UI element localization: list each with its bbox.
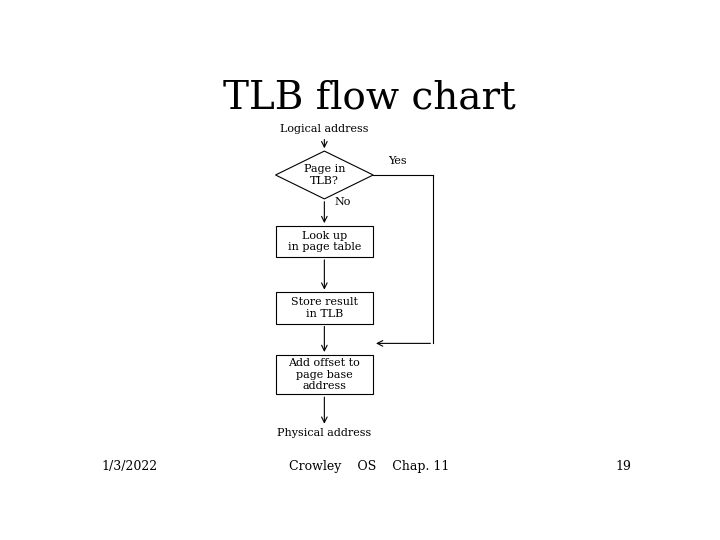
Text: TLB flow chart: TLB flow chart	[222, 79, 516, 116]
Text: Add offset to
page base
address: Add offset to page base address	[289, 358, 360, 391]
Text: Page in
TLB?: Page in TLB?	[304, 164, 345, 186]
Text: No: No	[334, 197, 351, 207]
Bar	[276, 226, 373, 257]
Bar	[276, 355, 373, 394]
Text: Yes: Yes	[389, 156, 407, 166]
Text: Logical address: Logical address	[280, 124, 369, 134]
Text: Store result
in TLB: Store result in TLB	[291, 297, 358, 319]
Polygon shape	[276, 151, 373, 199]
Text: 1/3/2022: 1/3/2022	[101, 460, 157, 473]
Text: Look up
in page table: Look up in page table	[288, 231, 361, 252]
Bar	[276, 293, 373, 323]
Text: 19: 19	[616, 460, 631, 473]
Text: Crowley    OS    Chap. 11: Crowley OS Chap. 11	[289, 460, 449, 473]
Text: Physical address: Physical address	[277, 428, 372, 438]
